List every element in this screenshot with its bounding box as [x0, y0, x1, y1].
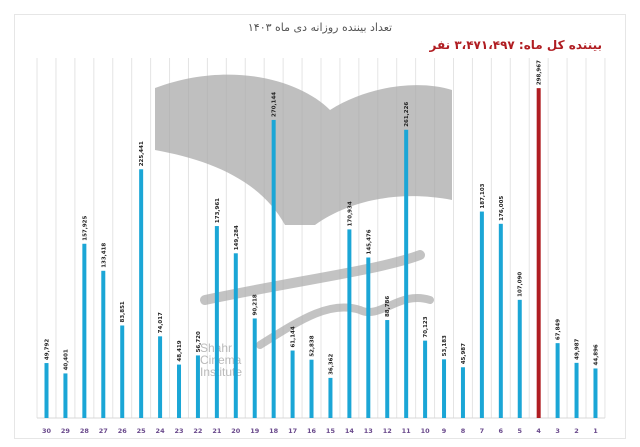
data-label-20: 149,284 [234, 225, 240, 250]
bar-14 [347, 229, 352, 418]
x-tick-label-22: 22 [193, 427, 202, 435]
data-label-6: 176,005 [499, 196, 505, 221]
data-label-21: 173,961 [215, 198, 221, 223]
bar-27 [101, 270, 106, 418]
chart-subtitle: بیننده کل ماه: ۳،۴۷۱،۴۹۷ نفر [429, 38, 602, 52]
data-label-17: 61,144 [291, 326, 297, 347]
data-label-5: 107,090 [518, 272, 524, 297]
data-label-2: 49,987 [575, 338, 581, 359]
x-tick-label-29: 29 [61, 427, 71, 435]
x-tick-label-14: 14 [345, 427, 355, 435]
data-label-7: 187,103 [480, 183, 486, 208]
x-tick-label-3: 3 [555, 427, 560, 435]
bar-15 [328, 377, 333, 418]
chart-title: تعداد بیننده روزانه دی ماه ۱۴۰۳ [247, 21, 393, 34]
x-tick-label-6: 6 [499, 427, 504, 435]
watermark-text: Cinema [200, 353, 242, 367]
bar-21 [214, 226, 219, 418]
data-label-8: 45,987 [461, 343, 467, 364]
data-label-30: 49,792 [45, 339, 51, 360]
x-tick-label-25: 25 [137, 427, 147, 435]
data-label-28: 157,925 [82, 216, 88, 241]
bar-11 [404, 129, 409, 418]
bar-12 [385, 320, 390, 418]
data-label-12: 88,786 [385, 296, 391, 317]
x-tick-label-24: 24 [156, 427, 166, 435]
bar-18 [271, 119, 276, 419]
x-tick-label-13: 13 [364, 427, 373, 435]
x-tick-label-18: 18 [269, 427, 279, 435]
bar-22 [195, 355, 200, 418]
x-tick-label-7: 7 [480, 427, 485, 435]
data-label-19: 90,218 [253, 294, 259, 315]
x-tick-label-27: 27 [99, 427, 108, 435]
data-label-25: 225,441 [139, 141, 145, 166]
bar-24 [158, 336, 163, 418]
data-label-15: 36,362 [328, 353, 334, 374]
data-label-29: 40,401 [63, 349, 69, 370]
bar-20 [233, 253, 238, 418]
x-tick-label-1: 1 [593, 427, 598, 435]
bar-19 [252, 318, 257, 418]
bar-4 [536, 88, 541, 418]
watermark-film-strip [155, 74, 452, 225]
bar-6 [498, 223, 503, 418]
bar-9 [442, 359, 447, 418]
data-label-11: 261,226 [404, 102, 410, 127]
x-tick-label-8: 8 [461, 427, 466, 435]
bar-7 [479, 211, 484, 418]
x-tick-label-26: 26 [118, 427, 128, 435]
x-tick-label-4: 4 [536, 427, 541, 435]
data-label-14: 170,934 [347, 201, 353, 226]
x-tick-label-12: 12 [383, 427, 392, 435]
data-label-4: 298,967 [537, 60, 543, 85]
bar-23 [177, 364, 182, 418]
x-tick-label-2: 2 [574, 427, 579, 435]
data-label-3: 67,849 [556, 319, 562, 340]
x-tick-label-28: 28 [80, 427, 90, 435]
x-tick-label-10: 10 [421, 427, 431, 435]
x-tick-label-20: 20 [231, 427, 241, 435]
x-tick-label-9: 9 [442, 427, 447, 435]
data-label-26: 83,851 [120, 301, 126, 322]
data-label-23: 48,419 [177, 340, 183, 361]
data-label-22: 56,720 [196, 331, 202, 352]
bar-16 [309, 359, 314, 418]
watermark-text: Institute [200, 365, 242, 379]
x-tick-label-15: 15 [326, 427, 336, 435]
bar-25 [139, 169, 144, 418]
bar-10 [423, 340, 428, 418]
x-tick-label-5: 5 [517, 427, 522, 435]
bar-1 [593, 368, 598, 418]
x-tick-label-21: 21 [212, 427, 222, 435]
bar-30 [44, 363, 49, 418]
data-label-13: 145,476 [366, 229, 372, 254]
chart-frame [14, 14, 626, 439]
bar-8 [460, 367, 465, 418]
bar-2 [574, 362, 579, 418]
data-label-9: 53,183 [442, 335, 448, 356]
bar-3 [555, 343, 560, 418]
bar-5 [517, 299, 522, 418]
watermark-calligraphy [200, 250, 425, 305]
x-tick-label-30: 30 [42, 427, 52, 435]
x-tick-label-23: 23 [174, 427, 183, 435]
data-label-24: 74,017 [158, 312, 164, 333]
x-tick-label-11: 11 [402, 427, 412, 435]
data-label-10: 70,123 [423, 316, 429, 337]
x-tick-label-19: 19 [250, 427, 260, 435]
data-label-27: 133,418 [101, 243, 107, 268]
bar-29 [63, 373, 68, 418]
bar-17 [290, 350, 295, 418]
bar-28 [82, 243, 87, 418]
x-tick-label-16: 16 [307, 427, 317, 435]
bar-26 [120, 325, 125, 418]
data-label-1: 44,896 [593, 344, 599, 365]
x-tick-label-17: 17 [288, 427, 297, 435]
bar-13 [366, 257, 371, 418]
data-label-16: 52,838 [310, 335, 316, 356]
data-label-18: 270,144 [272, 92, 278, 117]
